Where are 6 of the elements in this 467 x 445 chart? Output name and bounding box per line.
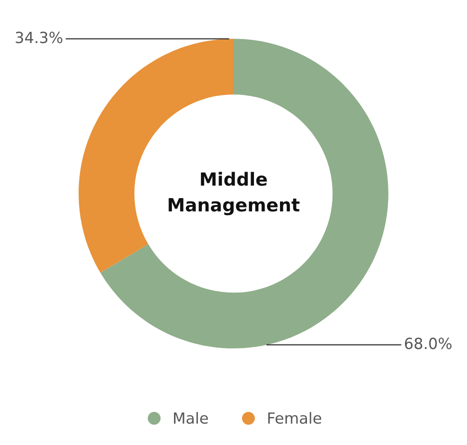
legend-label: Female (268, 412, 322, 424)
data-label: 34.3% (16, 32, 62, 44)
donut-slice (100, 38, 388, 348)
text: Middle Management (168, 172, 300, 216)
legend-label: Male (174, 412, 208, 424)
data-label: 68.0% (404, 338, 452, 350)
